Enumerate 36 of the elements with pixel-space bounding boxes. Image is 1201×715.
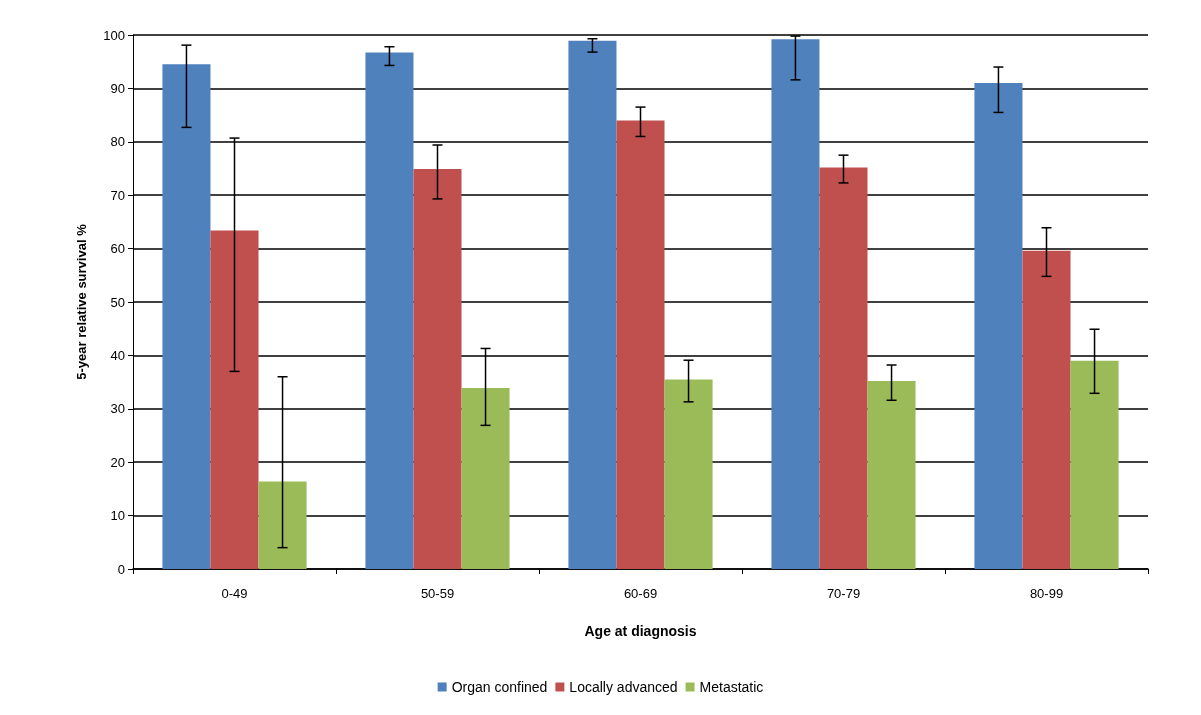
y-tick-label: 40 — [110, 347, 125, 363]
x-axis-title: Age at diagnosis — [584, 623, 697, 639]
bar — [258, 481, 307, 569]
bar — [771, 39, 820, 569]
y-tick-label: 80 — [110, 134, 125, 150]
bar — [974, 83, 1023, 569]
y-tick-label: 0 — [117, 561, 125, 577]
x-tick-label: 80-99 — [1029, 586, 1064, 601]
y-tick-label: 10 — [110, 508, 125, 524]
x-tick-label: 50-59 — [420, 586, 455, 601]
x-tick-label: 70-79 — [826, 586, 861, 601]
y-tick-label: 20 — [110, 454, 125, 470]
bar — [568, 40, 617, 569]
bar — [867, 381, 916, 569]
y-tick-label: 100 — [103, 27, 125, 43]
bar — [819, 167, 868, 569]
x-tick-label: 0-49 — [221, 586, 248, 601]
y-tick-label: 90 — [110, 80, 125, 96]
legend-label: Organ confined — [451, 679, 548, 695]
bar — [664, 379, 713, 569]
bar — [616, 120, 665, 569]
bar — [162, 64, 211, 569]
bar — [365, 52, 414, 569]
y-tick-label: 50 — [110, 294, 125, 310]
legend-label: Locally advanced — [569, 679, 678, 695]
bar — [1022, 250, 1071, 569]
y-tick-label: 70 — [110, 187, 125, 203]
bar — [461, 387, 510, 569]
y-tick-label: 60 — [110, 241, 125, 257]
y-tick-label: 30 — [110, 401, 125, 417]
bar — [1070, 360, 1119, 569]
x-tick-label: 60-69 — [623, 586, 658, 601]
y-axis-title: 5-year relative survival % — [74, 223, 89, 380]
legend-label: Metastatic — [699, 679, 764, 695]
bar — [210, 230, 259, 569]
bar — [413, 169, 462, 569]
